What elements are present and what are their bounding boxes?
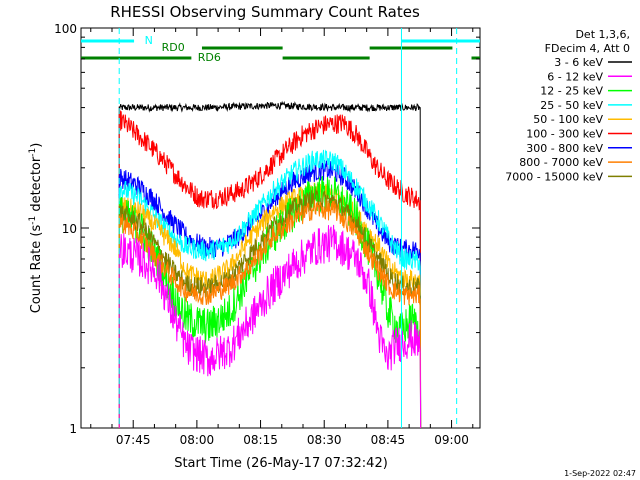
y-tick-label-1: 10 (62, 222, 77, 236)
rd6-label: RD6 (198, 51, 221, 64)
chart-title: RHESSI Observing Summary Count Rates (110, 3, 420, 21)
legend-header-1: FDecim 4, Att 0 (545, 42, 630, 55)
night-label: N (145, 34, 153, 47)
legend-label-6: 100 - 300 keV (526, 128, 603, 141)
legend-label-8: 800 - 7000 keV (519, 156, 603, 169)
series-2 (118, 224, 422, 429)
legend-label-7: 300 - 800 keV (526, 142, 603, 155)
legend-header-0: Det 1,3,6, (575, 28, 630, 41)
x-tick-label-5: 09:00 (434, 433, 469, 447)
series-8 (118, 199, 422, 429)
legend-label-2: 6 - 12 keV (547, 70, 603, 83)
y-tick-label-0: 1 (69, 422, 77, 436)
x-tick-label-4: 08:45 (371, 433, 406, 447)
instrument-status-layer: N RD0 RD6 (81, 28, 480, 428)
date-stamp: 1-Sep-2022 02:47 (564, 469, 636, 478)
y-axis-label-mid: detector (29, 156, 44, 216)
series-line-9 (118, 188, 422, 429)
legend-label-3: 12 - 25 keV (540, 85, 603, 98)
series-line-5 (118, 182, 422, 429)
legend-label-4: 25 - 50 keV (540, 99, 603, 112)
series-9 (118, 188, 422, 429)
y-tick-label-2: 100 (54, 22, 77, 36)
series-line-6 (118, 107, 422, 429)
y-axis-label-sup-1: -1 (28, 216, 38, 225)
x-tick-label-2: 08:15 (243, 433, 278, 447)
series-line-2 (118, 224, 422, 429)
axes-layer: 1 10 100 07:45 08:00 08:15 08:30 08:45 09:00 (54, 22, 480, 447)
series-5 (118, 182, 422, 429)
legend-label-1: 3 - 6 keV (554, 56, 603, 69)
y-axis-label: Count Rate (s-1 detector-1) (28, 143, 44, 314)
y-axis-label-end: ) (29, 143, 44, 148)
x-tick-label-1: 08:00 (180, 433, 215, 447)
rd0-label: RD0 (162, 41, 185, 54)
legend-label-9: 7000 - 15000 keV (505, 170, 603, 183)
x-axis-label: Start Time (26-May-17 07:32:42) (174, 456, 388, 471)
series-6 (118, 107, 422, 429)
series-1 (118, 100, 422, 429)
legend-label-5: 50 - 100 keV (533, 113, 603, 126)
series-line-8 (118, 199, 422, 429)
x-tick-label-0: 07:45 (116, 433, 151, 447)
x-tick-label-3: 08:30 (307, 433, 342, 447)
data-layer (118, 100, 422, 429)
y-axis-label-sup-2: -1 (28, 148, 38, 157)
series-line-1 (118, 100, 422, 429)
y-axis-label-main: Count Rate (s (29, 225, 44, 314)
